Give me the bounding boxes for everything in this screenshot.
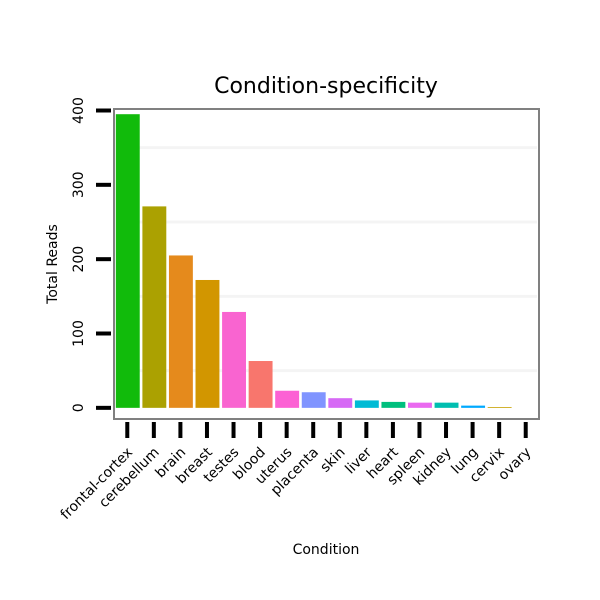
bar-liver — [354, 400, 379, 408]
bar-skin — [328, 398, 353, 408]
x-axis-label: Condition — [293, 542, 360, 558]
bar-breast — [195, 279, 220, 408]
plot-frame — [113, 108, 540, 420]
bar-spleen — [408, 402, 432, 408]
bar-lung — [461, 405, 486, 408]
bar-placenta — [301, 392, 326, 408]
bar-uterus — [275, 390, 300, 408]
y-axis-label: Total Reads — [45, 224, 61, 305]
x-tick-label: skin — [317, 445, 348, 476]
bar-cerebellum — [142, 206, 167, 408]
bar-kidney — [434, 402, 459, 408]
x-axis: frontal-cortexcerebellumbrainbreastteste… — [58, 422, 535, 523]
bar-cervix — [487, 407, 512, 408]
bars — [115, 114, 512, 408]
chart-title: Condition-specificity — [214, 74, 438, 99]
bar-blood — [248, 361, 273, 408]
bar-testes — [222, 311, 246, 408]
y-axis: 0 100 200 300 400 — [71, 97, 111, 412]
y-tick-label: 400 — [71, 97, 87, 124]
bar-frontal-cortex — [115, 114, 140, 408]
y-tick-label: 300 — [71, 171, 87, 198]
y-tick-label: 0 — [71, 403, 87, 412]
bar-heart — [381, 401, 406, 408]
y-tick-label: 100 — [71, 320, 87, 347]
y-tick-label: 200 — [71, 246, 87, 273]
bar-brain — [168, 255, 193, 408]
